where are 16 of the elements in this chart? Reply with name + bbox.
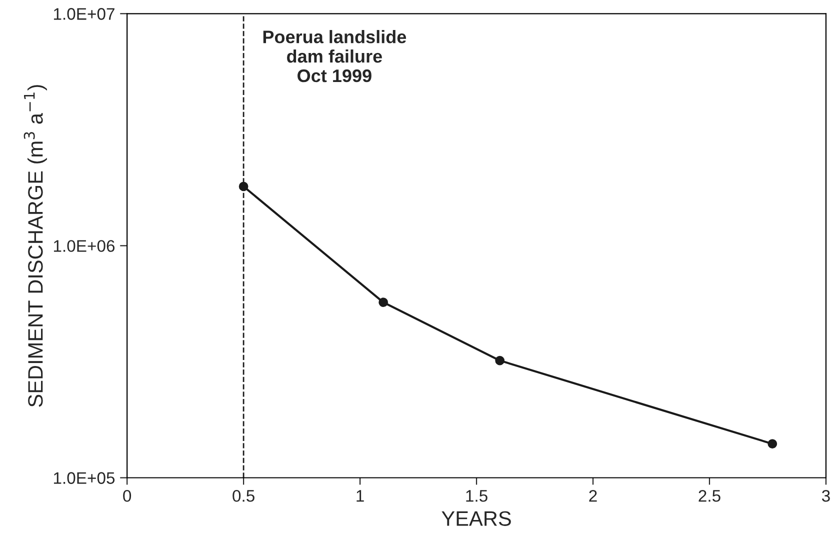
y-tick-label: 1.0E+05 <box>54 472 115 484</box>
ref-line-label: Poerua landslide dam failure Oct 1999 <box>263 30 406 82</box>
x-axis-title: YEARS <box>442 511 511 526</box>
y-tick-label: 1.0E+06 <box>54 240 115 252</box>
x-tick-label: 0.5 <box>232 490 254 502</box>
x-tick-label: 1.5 <box>466 490 488 502</box>
y-tick-label: 1.0E+07 <box>54 8 114 20</box>
x-tick-label: 3 <box>822 490 830 502</box>
x-tick-label: 0 <box>123 490 132 502</box>
x-tick-label: 2.5 <box>698 490 720 502</box>
x-tick-label: 2 <box>589 490 597 502</box>
point <box>768 439 778 449</box>
point <box>378 298 388 308</box>
point <box>495 356 505 366</box>
y-axis-title: SEDIMENT DISCHARGE (m$^{3}$ a$^{−1}$) <box>24 85 47 407</box>
x-tick-label: 1 <box>356 490 364 502</box>
